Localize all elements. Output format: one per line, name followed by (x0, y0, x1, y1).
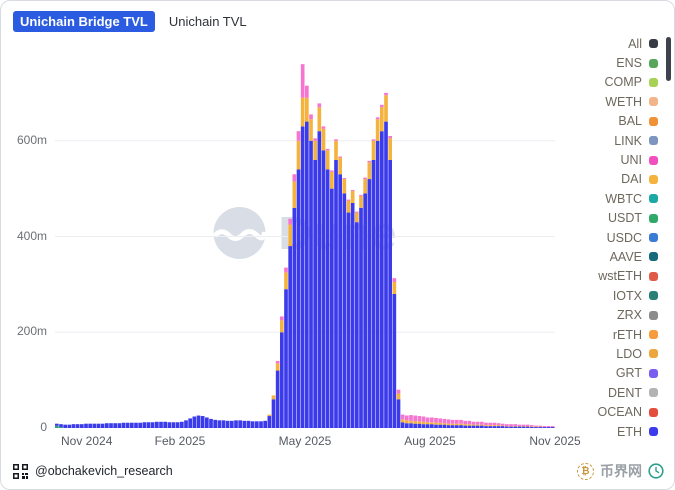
legend-label: WBTC (605, 191, 642, 206)
x-tick-label: Aug 2025 (404, 434, 456, 448)
qr-code-icon (13, 463, 28, 479)
legend-label: wstETH (598, 269, 642, 284)
legend-color-dot (649, 97, 658, 107)
legend-color-dot (649, 116, 658, 126)
legend-label: LDO (616, 346, 642, 361)
legend-label: ETH (617, 424, 642, 439)
legend-color-dot (649, 213, 658, 223)
legend-item-eth[interactable]: ETH (562, 422, 658, 441)
legend-color-dot (649, 310, 658, 320)
legend-item-wsteth[interactable]: wstETH (562, 267, 658, 286)
legend-item-wbtc[interactable]: WBTC (562, 189, 658, 208)
legend-item-all[interactable]: All (562, 34, 658, 53)
legend-color-dot (649, 194, 658, 204)
legend-item-weth[interactable]: WETH (562, 92, 658, 111)
bitcoin-coin-icon: ₿ (577, 462, 594, 480)
legend-color-dot (649, 233, 658, 243)
x-tick-label: Nov 2024 (61, 434, 113, 448)
legend-color-dot (649, 252, 658, 262)
brand-text: 币界网 (600, 463, 642, 479)
legend-color-dot (649, 155, 658, 165)
legend-color-dot (649, 291, 658, 301)
legend-color-dot (649, 368, 658, 378)
dune-logo-icon (212, 206, 267, 259)
x-axis-labels: Nov 2024 Feb 2025 May 2025 Aug 2025 Nov 2025 (55, 434, 581, 450)
legend-color-dot (649, 77, 658, 87)
tab-unichain-bridge-tvl[interactable]: Unichain Bridge TVL (13, 11, 155, 32)
legend-label: UNI (620, 153, 642, 168)
legend-label: ENS (616, 56, 642, 71)
legend-color-dot (649, 136, 658, 146)
legend-label: DAI (621, 172, 642, 187)
legend-label: OCEAN (597, 405, 642, 420)
legend-color-dot (649, 174, 658, 184)
legend-color-dot (649, 330, 658, 340)
legend-item-aave[interactable]: AAVE (562, 247, 658, 266)
chart-area: 0 200m 400m 600m Dune Nov 2024 Feb 2025 May 2… (9, 45, 581, 455)
legend-item-dai[interactable]: DAI (562, 170, 658, 189)
legend-item-ocean[interactable]: OCEAN (562, 402, 658, 421)
legend-color-dot (649, 407, 658, 417)
x-tick-label: Feb 2025 (154, 434, 206, 448)
legend-item-comp[interactable]: COMP (562, 73, 658, 92)
legend-item-grt[interactable]: GRT (562, 364, 658, 383)
legend-label: WETH (605, 94, 642, 109)
legend-color-dot (649, 58, 658, 68)
legend-label: DENT (607, 385, 642, 400)
legend-label: COMP (604, 75, 643, 90)
legend-item-usdt[interactable]: USDT (562, 209, 658, 228)
x-tick-label: May 2025 (278, 434, 332, 448)
brand-watermark: ₿ 币界网 (577, 461, 664, 481)
legend-item-iotx[interactable]: IOTX (562, 286, 658, 305)
legend-label: All (628, 36, 642, 51)
legend-item-uni[interactable]: UNI (562, 150, 658, 169)
legend-color-dot (649, 349, 658, 359)
legend-item-usdc[interactable]: USDC (562, 228, 658, 247)
legend-label: LINK (614, 133, 642, 148)
legend-scrollbar[interactable] (666, 37, 671, 81)
bars-container (55, 45, 555, 428)
footer: @obchakevich_research ₿ 币界网 (13, 461, 664, 481)
legend-label: IOTX (612, 288, 642, 303)
plot-area: Dune (55, 45, 555, 428)
legend-color-dot (649, 427, 658, 436)
legend-color-dot (649, 271, 658, 281)
legend-item-reth[interactable]: rETH (562, 325, 658, 344)
chart-tabs: Unichain Bridge TVL Unichain TVL (13, 11, 247, 32)
legend-label: AAVE (609, 249, 642, 264)
legend-item-zrx[interactable]: ZRX (562, 305, 658, 324)
attribution: @obchakevich_research (13, 463, 173, 479)
y-tick-label: 0 (40, 420, 47, 434)
legend: All ENS COMP WETH BAL LINK UNI DAI WBTC USDT USDC A… (562, 34, 674, 441)
y-tick-label: 600m (16, 132, 47, 147)
legend-item-ens[interactable]: ENS (562, 53, 658, 72)
bars-layer (55, 64, 555, 428)
clock-icon (648, 463, 664, 479)
legend-label: USDC (606, 230, 642, 245)
legend-item-ldo[interactable]: LDO (562, 344, 658, 363)
legend-item-bal[interactable]: BAL (562, 112, 658, 131)
legend-label: rETH (612, 327, 642, 342)
y-tick-label: 200m (16, 324, 47, 339)
y-tick-label: 400m (16, 228, 47, 243)
legend-item-link[interactable]: LINK (562, 131, 658, 150)
legend-label: USDT (607, 211, 642, 226)
legend-item-dent[interactable]: DENT (562, 383, 658, 402)
y-axis-labels: 0 200m 400m 600m (9, 45, 51, 434)
tab-unichain-tvl[interactable]: Unichain TVL (168, 14, 247, 29)
author-handle[interactable]: @obchakevich_research (35, 464, 173, 478)
legend-label: GRT (615, 366, 642, 381)
legend-color-dot (649, 39, 658, 49)
legend-color-dot (649, 388, 658, 398)
x-tick-label: Nov 2025 (529, 434, 581, 448)
legend-label: ZRX (617, 308, 642, 323)
legend-label: BAL (618, 114, 642, 129)
